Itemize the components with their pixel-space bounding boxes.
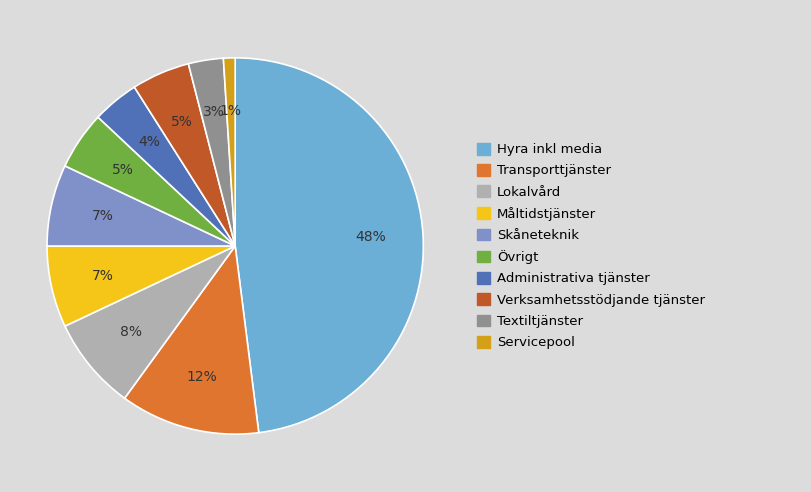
Text: 12%: 12%	[187, 370, 217, 384]
Wedge shape	[125, 246, 259, 434]
Wedge shape	[188, 58, 235, 246]
Text: 3%: 3%	[203, 105, 225, 119]
Wedge shape	[65, 246, 235, 398]
Wedge shape	[223, 58, 235, 246]
Text: 7%: 7%	[92, 210, 114, 223]
Text: 8%: 8%	[120, 325, 142, 339]
Wedge shape	[235, 58, 423, 432]
Text: 48%: 48%	[355, 230, 386, 245]
Wedge shape	[135, 64, 235, 246]
Legend: Hyra inkl media, Transporttjänster, Lokalvård, Måltidstjänster, Skåneteknik, Övr: Hyra inkl media, Transporttjänster, Loka…	[477, 143, 705, 349]
Wedge shape	[47, 246, 235, 326]
Text: 5%: 5%	[112, 163, 134, 177]
Wedge shape	[65, 117, 235, 246]
Wedge shape	[98, 87, 235, 246]
Text: 1%: 1%	[220, 104, 242, 118]
Text: 7%: 7%	[92, 269, 114, 282]
Text: 4%: 4%	[138, 135, 160, 149]
Wedge shape	[47, 166, 235, 246]
Text: 5%: 5%	[170, 115, 192, 129]
